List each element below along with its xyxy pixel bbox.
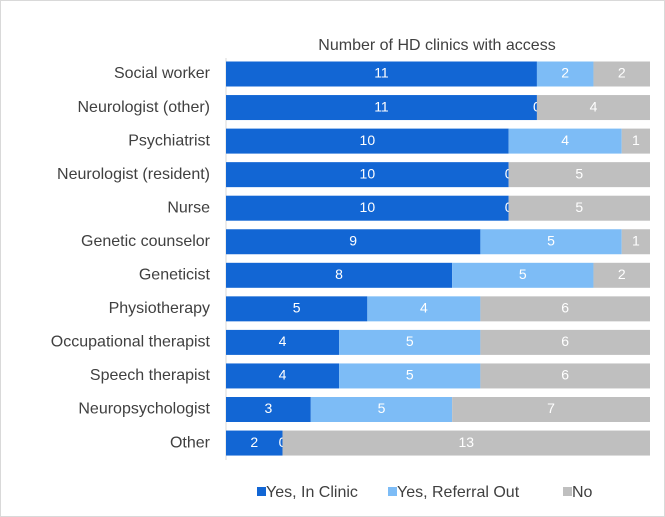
bar-segment (480, 329, 650, 355)
bar-segment (508, 162, 650, 188)
data-label: 2 (618, 266, 626, 282)
y-tick-label: Social worker (114, 65, 211, 82)
bar-segment (621, 128, 650, 154)
data-label: 6 (561, 367, 569, 383)
bar-segment (480, 296, 650, 322)
bar-segment (339, 329, 481, 355)
legend-label: Yes, In Clinic (266, 484, 358, 501)
chart-title: Number of HD clinics with access (318, 37, 555, 54)
data-label: 4 (279, 367, 287, 383)
bar-segment (226, 195, 509, 221)
data-label: 9 (349, 232, 357, 248)
data-label: 5 (575, 199, 583, 215)
y-tick-label: Neurologist (other) (78, 99, 211, 116)
data-label: 5 (575, 165, 583, 181)
legend-label: No (572, 484, 593, 501)
bar-segment (226, 262, 453, 288)
data-label: 6 (561, 333, 569, 349)
bar-segment (593, 61, 650, 87)
bar-segment (226, 229, 481, 255)
bar-segment (282, 430, 650, 456)
bar-segment (452, 397, 650, 422)
bar-segment (226, 363, 340, 389)
legend-swatch (388, 487, 397, 496)
bar-segment (226, 61, 537, 87)
y-tick-label: Geneticist (139, 267, 211, 284)
data-label: 4 (590, 98, 598, 114)
data-label: 7 (547, 400, 555, 416)
bar-segment (226, 397, 311, 422)
y-tick-label: Nurse (167, 199, 210, 216)
data-label: 2 (618, 65, 626, 81)
bar-segment (480, 229, 622, 255)
y-tick-label: Physiotherapy (109, 300, 210, 317)
y-tick-label: Genetic counselor (81, 233, 211, 250)
data-label: 10 (360, 199, 376, 215)
bar-segment (593, 262, 650, 288)
data-label: 5 (293, 300, 301, 316)
y-tick-label: Occupational therapist (51, 334, 211, 351)
y-tick-label: Other (170, 434, 211, 451)
bar-segment (226, 296, 368, 322)
bar-segment (480, 363, 650, 389)
data-label: 5 (406, 333, 414, 349)
data-label: 5 (547, 232, 555, 248)
data-label: 8 (335, 266, 343, 282)
y-tick-label: Neuropsychologist (78, 401, 210, 418)
y-tick-label: Speech therapist (90, 367, 211, 384)
data-label: 2 (561, 65, 569, 81)
y-tick-label: Neurologist (resident) (57, 166, 210, 183)
data-label: 11 (374, 98, 389, 114)
data-label: 13 (458, 434, 474, 450)
bar-segment (226, 162, 509, 188)
legend-swatch (257, 487, 266, 496)
data-label: 4 (279, 333, 287, 349)
data-label: 5 (378, 400, 386, 416)
bar-segment (536, 61, 594, 87)
data-label: 5 (519, 266, 527, 282)
data-label: 3 (265, 400, 273, 416)
data-label: 1 (632, 132, 640, 148)
data-label: 4 (561, 132, 569, 148)
bar-segment (452, 262, 594, 288)
bar-segment (310, 397, 453, 422)
bar-segment (367, 296, 481, 322)
bar-segment (621, 229, 650, 255)
bar-segment (339, 363, 481, 389)
data-label: 1 (632, 232, 640, 248)
bar-segment (508, 195, 650, 221)
data-label: 10 (360, 165, 376, 181)
y-tick-label: Psychiatrist (128, 132, 210, 149)
data-label: 5 (406, 367, 414, 383)
data-label: 6 (561, 300, 569, 316)
data-label: 11 (374, 65, 389, 81)
bar-segment (226, 95, 537, 121)
bar-segment (226, 329, 340, 355)
bar-segment (508, 128, 622, 154)
data-label: 2 (250, 434, 258, 450)
data-label: 4 (420, 300, 428, 316)
bar-segment (536, 95, 650, 121)
legend-label: Yes, Referral Out (397, 484, 520, 501)
data-label: 10 (360, 132, 376, 148)
bar-segment (226, 430, 283, 456)
bar-segment (226, 128, 509, 154)
legend-swatch (563, 487, 572, 496)
